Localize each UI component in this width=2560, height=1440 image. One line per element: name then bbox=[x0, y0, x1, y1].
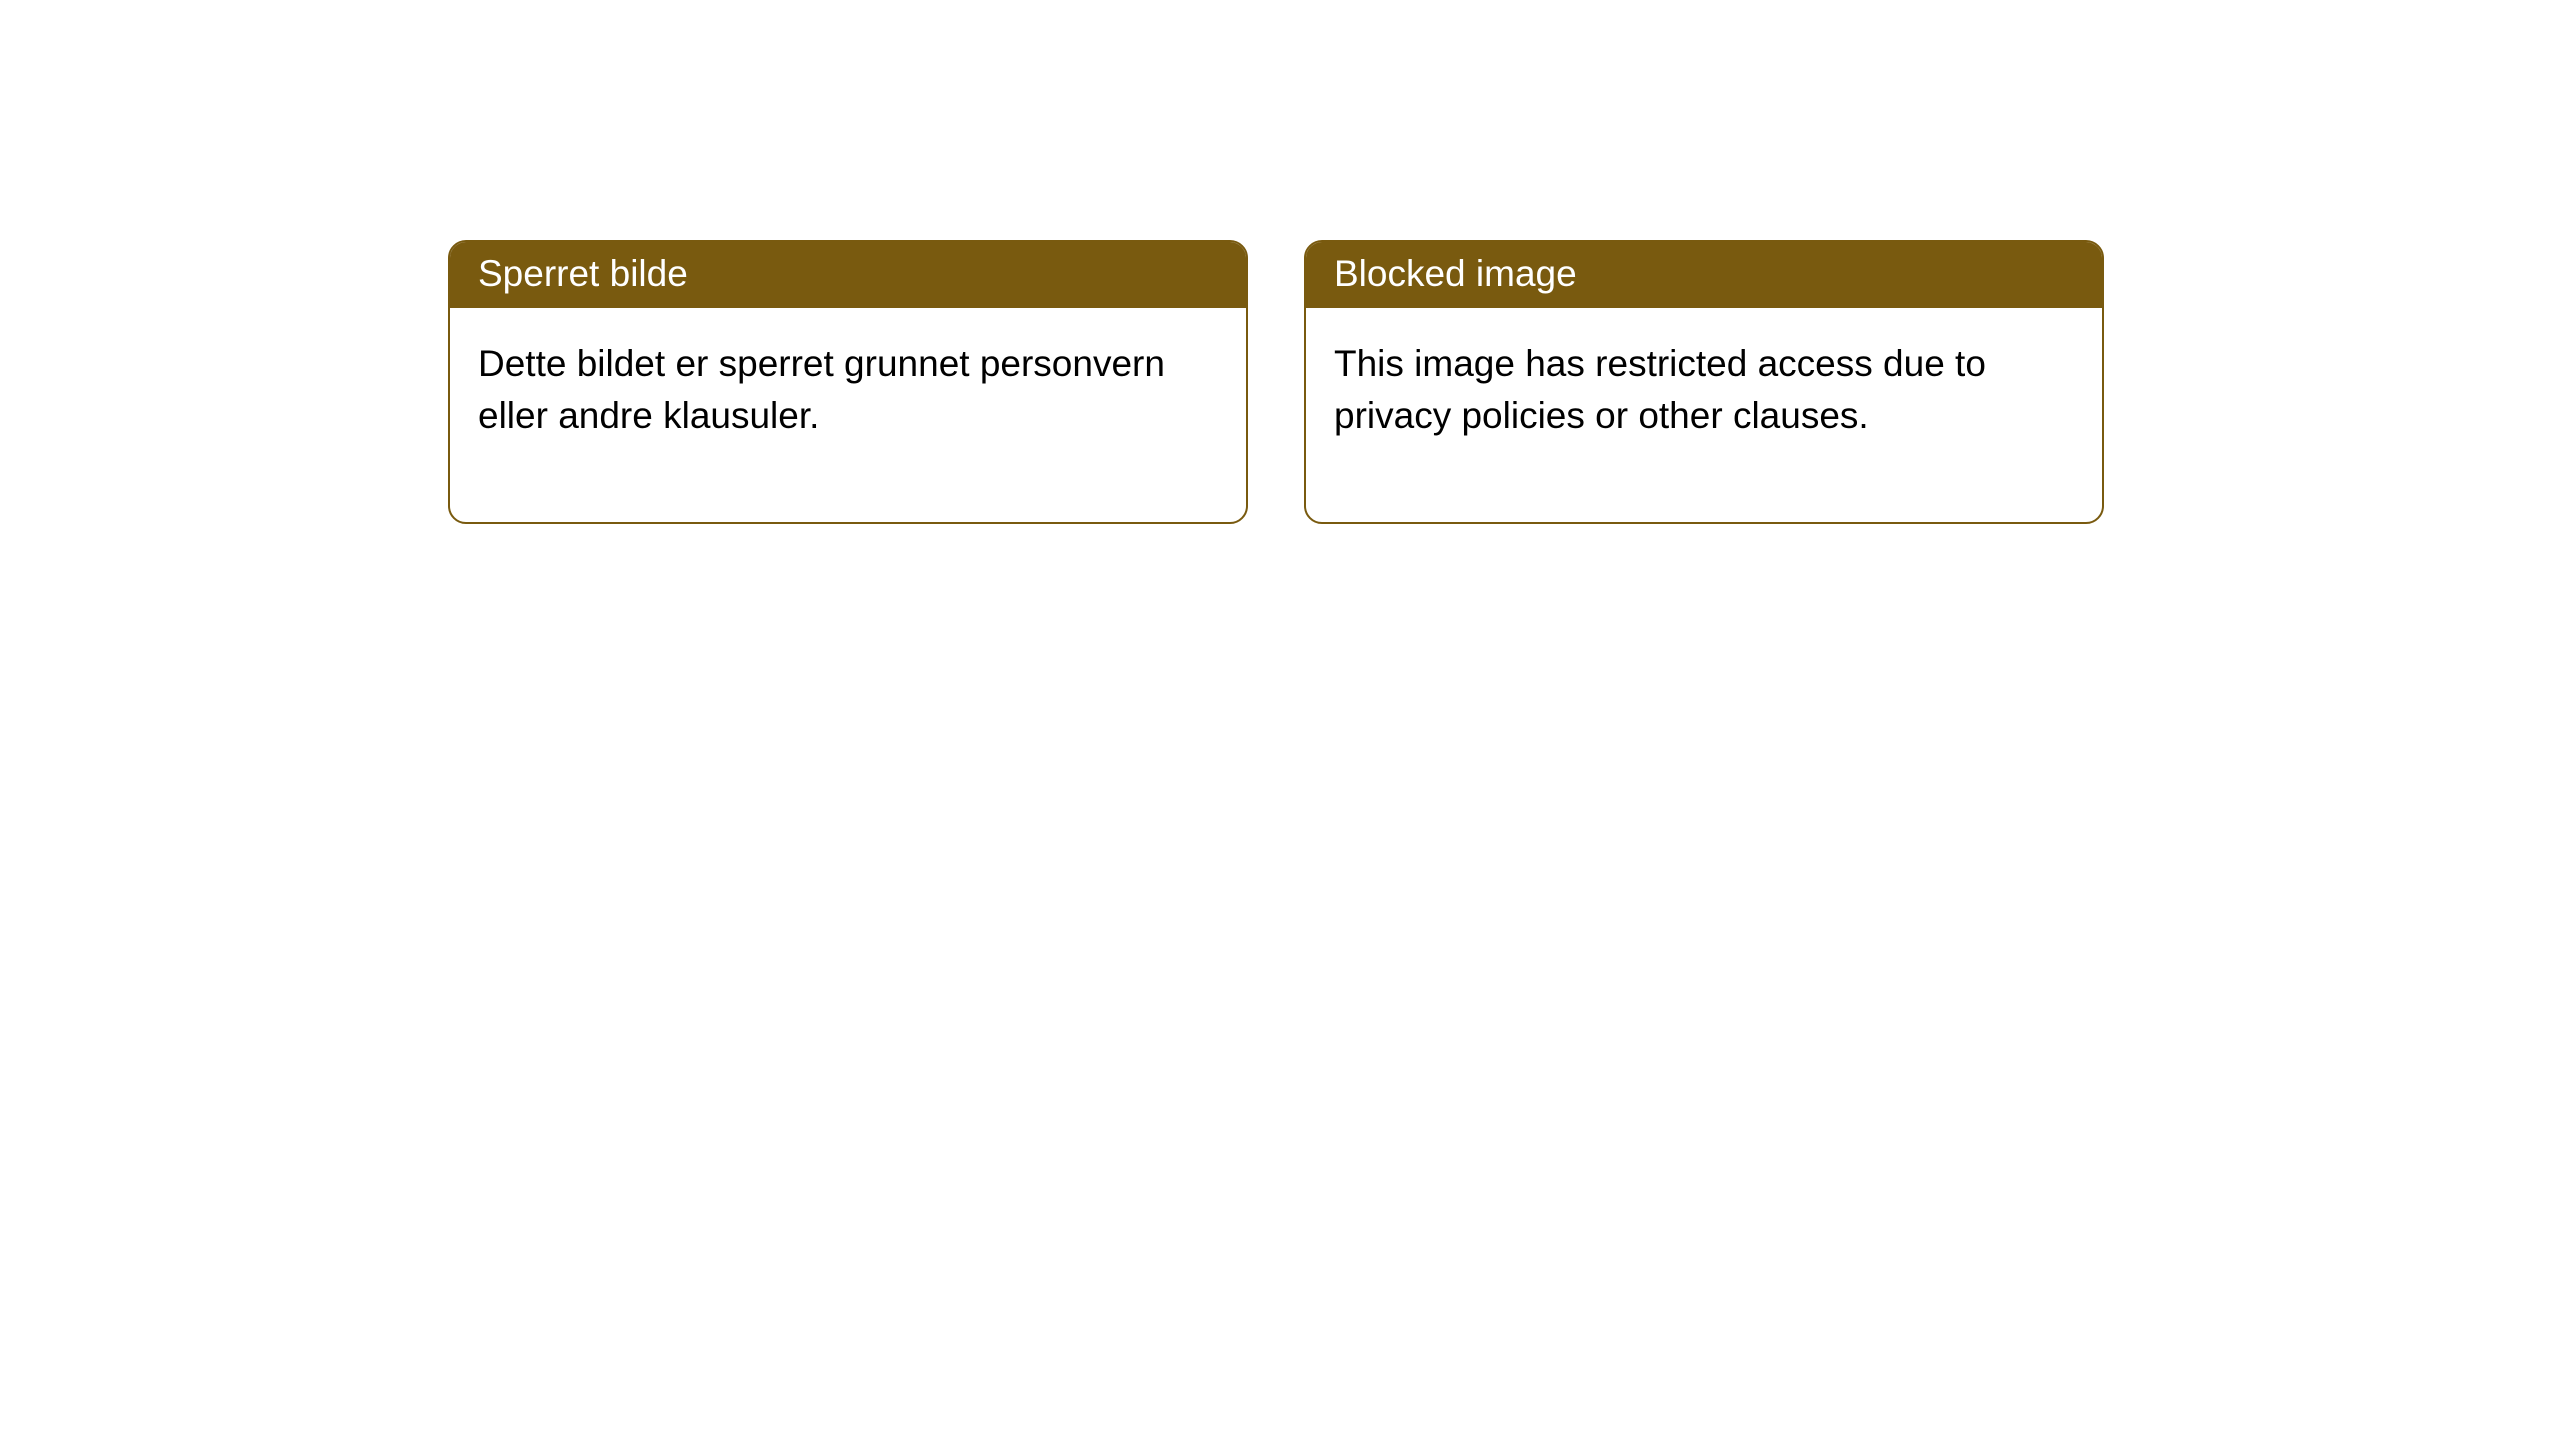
notice-body: This image has restricted access due to … bbox=[1306, 308, 2102, 522]
notice-container: Sperret bilde Dette bildet er sperret gr… bbox=[0, 0, 2560, 524]
notice-title: Sperret bilde bbox=[450, 242, 1246, 308]
notice-card-english: Blocked image This image has restricted … bbox=[1304, 240, 2104, 524]
notice-title: Blocked image bbox=[1306, 242, 2102, 308]
notice-body: Dette bildet er sperret grunnet personve… bbox=[450, 308, 1246, 522]
notice-card-norwegian: Sperret bilde Dette bildet er sperret gr… bbox=[448, 240, 1248, 524]
